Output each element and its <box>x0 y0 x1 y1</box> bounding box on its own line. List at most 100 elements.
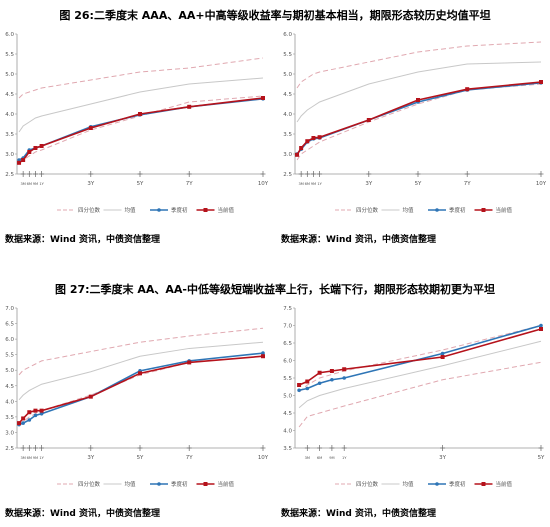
x-tick-label: 5Y <box>137 455 144 461</box>
x-tick-label: 10Y <box>258 181 269 187</box>
x-tick-label: 3M <box>305 456 310 460</box>
series-line-quantile <box>18 355 264 426</box>
series-line-end <box>296 81 542 156</box>
end-point <box>342 367 347 372</box>
legend-label: 季度初 <box>171 480 188 488</box>
end-point <box>539 80 543 84</box>
end-point <box>27 410 32 415</box>
start-point <box>317 381 322 386</box>
y-tick-label: 5.0 <box>283 72 292 78</box>
end-point <box>187 104 192 109</box>
source-note-aa: 数据来源：Wind 资讯，中债资信整理 <box>5 509 160 519</box>
legend-label: 当前值 <box>218 480 235 488</box>
figure-26-title: 图 26:二季度末 AAA、AA+中高等级收益率与期初基本相当，期限形态较历史均… <box>59 9 491 22</box>
legend-label: 当前值 <box>496 480 513 488</box>
legend-marker-end <box>481 208 486 212</box>
end-point <box>299 146 304 150</box>
y-tick-label: 4.5 <box>5 384 14 390</box>
end-point <box>539 327 543 331</box>
legend-label: 均值 <box>403 480 415 488</box>
y-tick-label: 3.0 <box>5 430 14 436</box>
x-tick-label: 5Y <box>538 455 545 461</box>
legend-marker-start <box>157 482 161 486</box>
series-line-quantile <box>298 325 542 393</box>
x-tick-label: 6M <box>317 456 322 460</box>
legend-marker-end <box>203 208 208 212</box>
end-point <box>17 160 22 165</box>
y-tick-label: 7.5 <box>283 306 292 312</box>
y-tick-label: 6.0 <box>5 32 14 38</box>
series-line-mean <box>298 340 542 409</box>
legend-marker-end <box>203 482 208 486</box>
y-tick-label: 4.0 <box>5 112 14 118</box>
legend-marker-start <box>435 208 439 212</box>
end-point <box>261 96 265 100</box>
legend-label: 均值 <box>125 480 137 488</box>
series-line-mean <box>18 77 264 133</box>
series-line-end <box>18 355 264 424</box>
x-tick-label: 5Y <box>415 181 422 187</box>
end-point <box>416 98 420 102</box>
y-tick-label: 7.0 <box>283 324 292 330</box>
end-point <box>39 408 44 413</box>
end-point <box>39 144 44 148</box>
start-point <box>297 388 301 393</box>
x-tick-label: 7Y <box>186 455 193 461</box>
legend-label: 均值 <box>125 206 137 214</box>
y-tick-label: 6.0 <box>5 337 14 343</box>
y-tick-label: 2.5 <box>5 172 14 178</box>
figure-27-title: 图 27:二季度末 AA、AA-中低等级短端收益率上行，长端下行，期限形态较期初… <box>55 283 495 296</box>
x-tick-label: 6M <box>27 182 32 186</box>
series-line-start <box>18 98 264 161</box>
legend-label: 季度初 <box>449 480 466 488</box>
start-point <box>305 386 310 391</box>
x-tick-label: 7Y <box>464 181 471 187</box>
end-point <box>27 150 32 154</box>
series-line-start <box>18 352 264 426</box>
start-point <box>539 323 543 328</box>
series-line-quantile <box>18 327 264 376</box>
x-tick-label: 7Y <box>186 181 193 187</box>
end-point <box>88 126 93 130</box>
start-point <box>21 421 25 425</box>
legend-marker-start <box>435 482 439 486</box>
series-line-end <box>18 97 264 164</box>
start-point <box>261 351 265 355</box>
x-tick-label: 9M <box>33 456 38 460</box>
legend-marker-end <box>481 482 486 486</box>
end-point <box>295 152 300 157</box>
y-tick-label: 4.0 <box>283 112 292 118</box>
x-tick-label: 1Y <box>39 182 44 186</box>
chart-aaa: 2.5 3.0 3.5 4.0 4.5 5.0 5.5 6.0 3M 6M 9M 1Y 3Y 5Y 7Y 10… <box>5 32 269 214</box>
y-tick-label: 5.0 <box>5 368 14 374</box>
x-tick-label: 9M <box>33 182 38 186</box>
end-point <box>465 87 470 92</box>
x-tick-label: 1Y <box>39 456 44 460</box>
y-tick-label: 4.0 <box>283 429 292 435</box>
series-line-quantile <box>18 57 264 99</box>
y-tick-label: 5.0 <box>283 394 292 400</box>
end-point <box>21 416 26 421</box>
y-tick-label: 5.5 <box>283 52 292 58</box>
end-point <box>138 371 142 376</box>
end-point <box>311 136 316 140</box>
series-line-quantile <box>298 361 542 428</box>
legend-label: 季度初 <box>449 206 466 214</box>
y-tick-label: 3.0 <box>5 152 14 158</box>
legend-marker-start <box>157 208 161 212</box>
x-tick-label: 6M <box>27 456 32 460</box>
x-tick-label: 3M <box>20 456 25 460</box>
y-tick-label: 6.5 <box>283 341 292 347</box>
end-point <box>33 146 38 150</box>
y-tick-label: 7.0 <box>5 306 14 312</box>
legend-label: 当前值 <box>496 206 513 214</box>
legend-label: 四分位数 <box>356 206 379 214</box>
end-point <box>33 408 38 413</box>
x-tick-label: 9M <box>329 456 334 460</box>
x-tick-label: 10Y <box>536 181 547 187</box>
y-tick-label: 6.0 <box>283 32 292 38</box>
x-tick-label: 3M <box>20 182 25 186</box>
x-tick-label: 3Y <box>439 455 446 461</box>
end-point <box>88 394 93 399</box>
end-point <box>297 383 302 387</box>
